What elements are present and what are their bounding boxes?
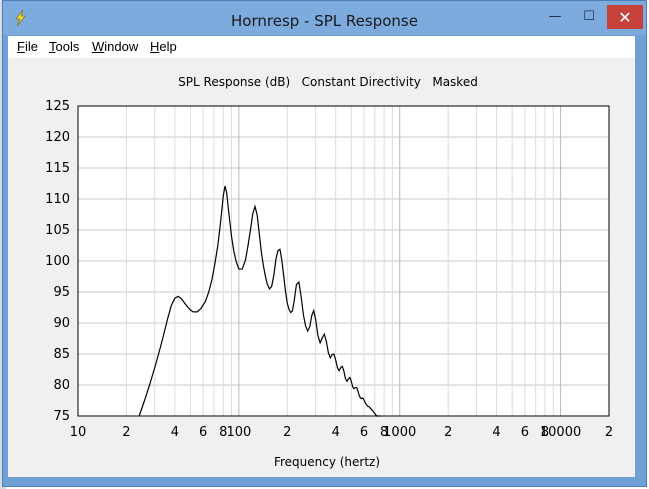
y-tick-label: 115 bbox=[45, 161, 70, 176]
series-line bbox=[138, 185, 381, 417]
close-button[interactable]: ✕ bbox=[607, 5, 643, 29]
x-tick-label: 8 bbox=[541, 425, 549, 440]
y-tick-label: 105 bbox=[45, 223, 70, 238]
chart-title: SPL Response (dB) Constant Directivity M… bbox=[178, 75, 478, 89]
series-group bbox=[138, 185, 381, 417]
y-tick-label: 120 bbox=[45, 130, 70, 145]
x-tick-label: 1000 bbox=[383, 425, 416, 440]
x-tick-label: 4 bbox=[332, 425, 340, 440]
y-tick-label: 95 bbox=[53, 285, 70, 300]
x-tick-label: 4 bbox=[171, 425, 179, 440]
x-tick-label: 8 bbox=[219, 425, 227, 440]
y-tick-label: 75 bbox=[53, 409, 70, 424]
x-tick-label: 8 bbox=[380, 425, 388, 440]
plot-border bbox=[77, 105, 610, 417]
y-tick-label: 90 bbox=[53, 316, 70, 331]
y-tick-label: 125 bbox=[45, 99, 70, 114]
x-tick-label: 6 bbox=[360, 425, 368, 440]
x-tick-label: 4 bbox=[492, 425, 500, 440]
y-axis-ticks: 125 120 115 110 105 100 95 90 85 80 75 bbox=[45, 99, 70, 424]
x-tick-label: 2 bbox=[122, 425, 130, 440]
y-tick-label: 100 bbox=[45, 254, 70, 269]
minimize-button[interactable]: — bbox=[548, 8, 562, 24]
y-tick-label: 85 bbox=[53, 347, 70, 362]
menu-help[interactable]: Help bbox=[150, 39, 177, 54]
x-tick-label: 10000 bbox=[540, 425, 581, 440]
x-tick-label: 2 bbox=[444, 425, 452, 440]
y-tick-label: 80 bbox=[53, 378, 70, 393]
x-tick-label: 6 bbox=[199, 425, 207, 440]
y-tick-label: 110 bbox=[45, 192, 70, 207]
menu-window[interactable]: Window bbox=[92, 39, 139, 54]
x-tick-label: 10 bbox=[70, 425, 87, 440]
menu-bar: File Tools Window Help bbox=[8, 36, 635, 58]
menu-file[interactable]: File bbox=[17, 39, 38, 54]
x-tick-label: 2 bbox=[605, 425, 613, 440]
title-bar[interactable]: Hornresp - SPL Response — ☐ ✕ bbox=[3, 1, 646, 35]
maximize-button[interactable]: ☐ bbox=[583, 8, 595, 24]
menu-tools[interactable]: Tools bbox=[49, 39, 80, 54]
x-tick-label: 100 bbox=[226, 425, 251, 440]
lightning-icon[interactable] bbox=[11, 9, 29, 27]
window-title: Hornresp - SPL Response bbox=[231, 12, 418, 30]
x-tick-label: 6 bbox=[521, 425, 529, 440]
spl-response-chart: SPL Response (dB) Constant Directivity M… bbox=[45, 75, 613, 469]
x-tick-label: 2 bbox=[283, 425, 291, 440]
x-axis-label: Frequency (hertz) bbox=[274, 455, 380, 469]
grid-lines bbox=[77, 105, 610, 417]
